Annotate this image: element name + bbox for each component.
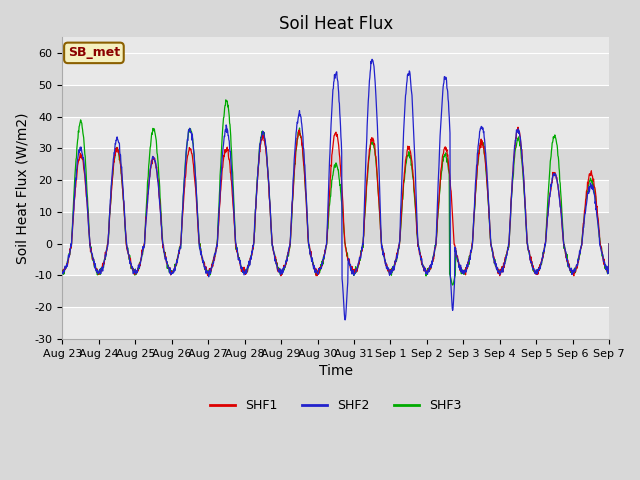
Bar	[63, 212, 609, 244]
Y-axis label: Soil Heat Flux (W/m2): Soil Heat Flux (W/m2)	[15, 112, 29, 264]
Bar	[63, 117, 609, 148]
Bar	[63, 244, 609, 276]
Text: SB_met: SB_met	[68, 47, 120, 60]
Bar	[63, 53, 609, 85]
Bar	[63, 180, 609, 212]
Bar	[63, 276, 609, 307]
Title: Soil Heat Flux: Soil Heat Flux	[278, 15, 393, 33]
Bar	[63, 85, 609, 117]
X-axis label: Time: Time	[319, 364, 353, 378]
Bar	[63, 307, 609, 339]
Legend: SHF1, SHF2, SHF3: SHF1, SHF2, SHF3	[205, 394, 467, 417]
Bar	[63, 148, 609, 180]
